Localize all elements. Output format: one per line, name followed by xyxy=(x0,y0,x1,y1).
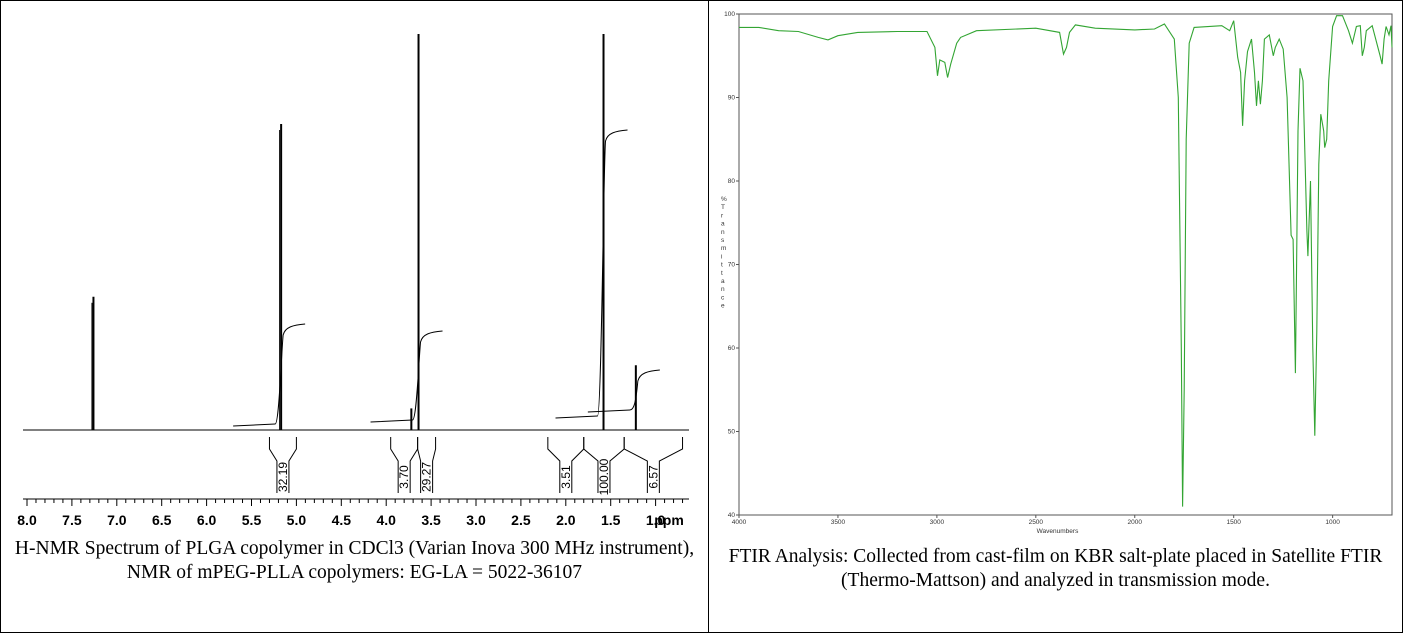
integral-bracket: 3.51 xyxy=(547,437,585,493)
x-tick-label: 5.5 xyxy=(242,512,262,528)
x-tick-label: 4.0 xyxy=(376,512,396,528)
ftir-spectrum: 40 50 60 70 80 90 100 4000 3500 3000 2500 2000 1500 1… xyxy=(721,11,1393,535)
y-tick-label: 50 xyxy=(728,429,736,436)
ftir-trace xyxy=(739,15,1393,507)
integral-label: 29.27 xyxy=(420,462,434,492)
x-tick-label: 2000 xyxy=(1128,519,1143,526)
x-tick-label: 2500 xyxy=(1029,519,1044,526)
integral-curve xyxy=(555,129,628,419)
x-tick-label: 7.5 xyxy=(62,512,82,528)
x-tick-label: 5.0 xyxy=(287,512,307,528)
nmr-spectrum: 32.19 3.70 29.27 3.51 100.00 6.57 8.0 7.5 7.0 6.5… xyxy=(17,34,689,528)
integral-bracket-line xyxy=(417,437,437,493)
x-tick-label: 1.5 xyxy=(601,512,621,528)
integral-label: 6.57 xyxy=(646,465,660,489)
ftir-panel: 40 50 60 70 80 90 100 4000 3500 3000 2500 2000 1500 1… xyxy=(708,0,1403,633)
integral-label: 100.00 xyxy=(597,458,611,495)
y-tick-label: 90 xyxy=(728,95,736,102)
nmr-panel: 32.19 3.70 29.27 3.51 100.00 6.57 8.0 7.5 7.0 6.5… xyxy=(0,0,709,633)
nmr-caption: H-NMR Spectrum of PLGA copolymer in CDCl… xyxy=(14,538,695,583)
x-tick-label: 2.5 xyxy=(511,512,531,528)
y-tick-label: 60 xyxy=(728,345,736,352)
integral-bracket: 100.00 xyxy=(583,437,625,495)
integral-bracket-line xyxy=(623,437,684,493)
y-tick-label: 100 xyxy=(724,11,735,18)
x-tick-label: 3000 xyxy=(930,519,945,526)
y-tick-label: 70 xyxy=(728,262,736,269)
x-tick-label: 4000 xyxy=(732,519,747,526)
integral-curve xyxy=(370,330,443,423)
integral-bracket-line xyxy=(268,437,297,493)
integral-label: 3.51 xyxy=(559,465,573,489)
x-tick-label: 3.5 xyxy=(421,512,441,528)
x-tick-label: 2.0 xyxy=(556,512,576,528)
x-tick-label: 1500 xyxy=(1226,519,1241,526)
x-tick-label: 6.0 xyxy=(197,512,217,528)
integral-bracket: 6.57 xyxy=(623,437,684,493)
x-tick-label: 6.5 xyxy=(152,512,172,528)
x-tick-label: 1000 xyxy=(1325,519,1340,526)
integral-bracket: 32.19 xyxy=(268,437,297,493)
x-unit-label: ppm xyxy=(654,512,684,528)
integral-bracket: 29.27 xyxy=(417,437,437,493)
y-tick-label: 80 xyxy=(728,178,736,185)
integral-bracket: 3.70 xyxy=(390,437,419,493)
x-tick-label: 4.5 xyxy=(332,512,352,528)
x-tick-label: 3.0 xyxy=(466,512,486,528)
ftir-caption: FTIR Analysis: Collected from cast-film … xyxy=(728,546,1383,591)
x-tick-label: 1.0 xyxy=(646,512,666,528)
integral-label: 3.70 xyxy=(397,465,411,489)
integral-curve xyxy=(233,323,306,427)
x-tick-label: 8.0 xyxy=(17,512,37,528)
y-tick-label: 40 xyxy=(728,512,736,519)
integral-curve xyxy=(587,369,660,413)
integral-label: 32.19 xyxy=(276,462,290,492)
x-axis-label: Wavenumbers xyxy=(1037,528,1079,535)
x-tick-label: 3500 xyxy=(831,519,846,526)
x-tick-label: 7.0 xyxy=(107,512,127,528)
